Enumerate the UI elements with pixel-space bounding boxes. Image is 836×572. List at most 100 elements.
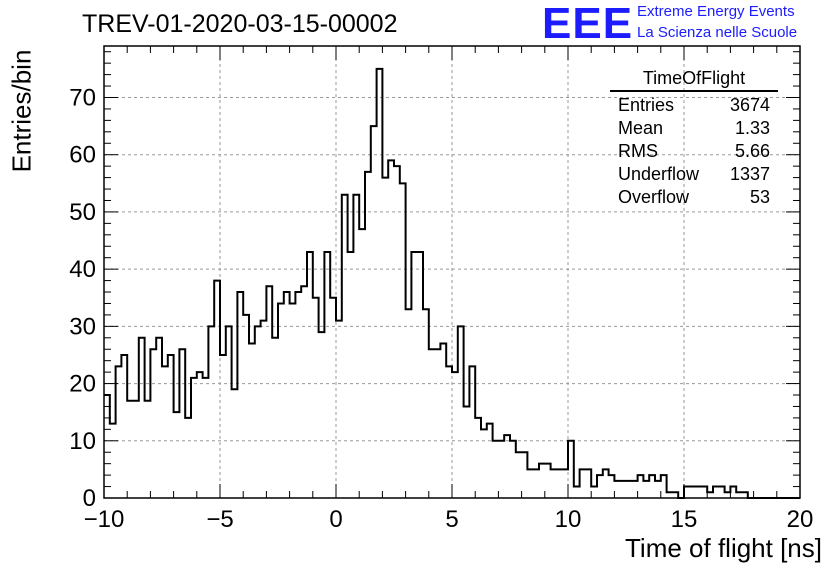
histogram-bin [562,469,568,498]
x-tick-label: 10 [555,506,582,533]
histogram-bin [382,178,388,498]
x-tick-label: 5 [445,506,458,533]
histogram-bin [290,303,296,498]
histogram-bin [585,469,591,498]
stats-value: 1.33 [734,118,770,138]
histogram-bin [713,487,719,498]
histogram-bin [319,332,325,498]
x-axis-label: Time of flight [ns] [625,533,822,563]
histogram-bin [313,298,319,498]
histogram-bin [591,487,597,498]
histogram-bin [655,481,661,498]
histogram-bin [179,349,185,498]
histogram-bin [481,429,487,498]
histogram-bin [522,452,528,498]
histogram-bin [266,286,272,498]
histogram-bin [614,481,620,498]
stats-row-mean: Mean 1.33 [610,117,778,140]
histogram-bin [556,469,562,498]
histogram-bin [232,389,238,498]
histogram-bin [139,338,145,498]
histogram-bin [475,418,481,498]
histogram-bin [411,252,417,498]
histogram-bin [533,469,539,498]
stats-row-entries: Entries 3674 [610,94,778,117]
stats-value: 3674 [729,95,770,115]
x-tick-label: 15 [671,506,698,533]
histogram-bin [168,355,174,498]
histogram-series [104,67,800,499]
histogram-bin [452,372,458,498]
histogram-bin [394,166,400,498]
histogram-bin [603,469,609,498]
histogram-bin [638,475,644,498]
logo-line-2: La Scienza nelle Scuole [637,24,798,41]
histogram-bin [429,349,435,498]
histogram-bin [145,401,151,498]
x-tick-label: 20 [787,506,814,533]
histogram-bin [696,487,702,498]
histogram-bin [504,435,510,498]
histogram-bin [342,195,348,498]
histogram-bin [295,292,301,498]
histogram-bin [307,252,313,498]
histogram-bin [649,475,655,498]
histogram-bin [690,487,696,498]
histogram-bin [237,292,243,498]
histogram-bin [707,492,713,498]
y-tick-label: 20 [69,371,96,398]
histogram-bin [730,487,736,498]
histogram-bin [336,321,342,498]
y-tick-label: 40 [69,256,96,283]
y-tick-label: 0 [83,485,96,512]
histogram-bin [377,69,383,498]
stats-title: TimeOfFlight [610,68,778,92]
histogram-bin [116,366,122,498]
histogram-bin [174,412,180,498]
histogram-bin [278,303,284,498]
stats-row-rms: RMS 5.66 [610,140,778,163]
y-tick-label: 50 [69,199,96,226]
chart-title: TREV-01-2020-03-15-00002 [82,10,398,38]
histogram-bin [243,315,249,498]
histogram-bin [661,475,667,498]
histogram-bin [597,475,603,498]
x-tick-label: 0 [329,506,342,533]
histogram-bin [330,298,336,498]
histogram-bin [121,355,127,498]
histogram-bin [359,229,365,498]
histogram-bin [580,469,586,498]
histogram-bin [643,481,649,498]
histogram-bin [719,487,725,498]
histogram-bin [632,481,638,498]
x-tick-label: −5 [206,506,233,533]
histogram-bin [301,286,307,498]
stats-value: 1337 [729,164,770,184]
histogram-bin [203,378,209,498]
stats-row-underflow: Underflow 1337 [610,163,778,186]
stats-label: Mean [618,118,664,138]
histogram-bin [185,418,191,498]
histogram-bin [406,309,412,498]
histogram-bin [208,326,214,498]
histogram-bin [493,441,499,498]
stats-label: RMS [618,141,658,161]
histogram-bin [551,469,557,498]
histogram-bin [127,401,133,498]
y-tick-label: 70 [69,84,96,111]
histogram-bin [487,424,493,498]
histogram-bin [742,492,748,498]
histogram-bin [220,355,226,498]
histogram-bin [725,492,731,498]
y-tick-label: 30 [69,313,96,340]
histogram-bin [272,338,278,498]
histogram-bin [469,366,475,498]
stats-label: Overflow [618,187,690,207]
histogram-bin [464,406,470,498]
histogram-bin [701,487,707,498]
histogram-bin [388,160,394,498]
logo-line-1: Extreme Energy Events [637,3,795,20]
histogram-bin [527,469,533,498]
histogram-bin [156,338,162,498]
